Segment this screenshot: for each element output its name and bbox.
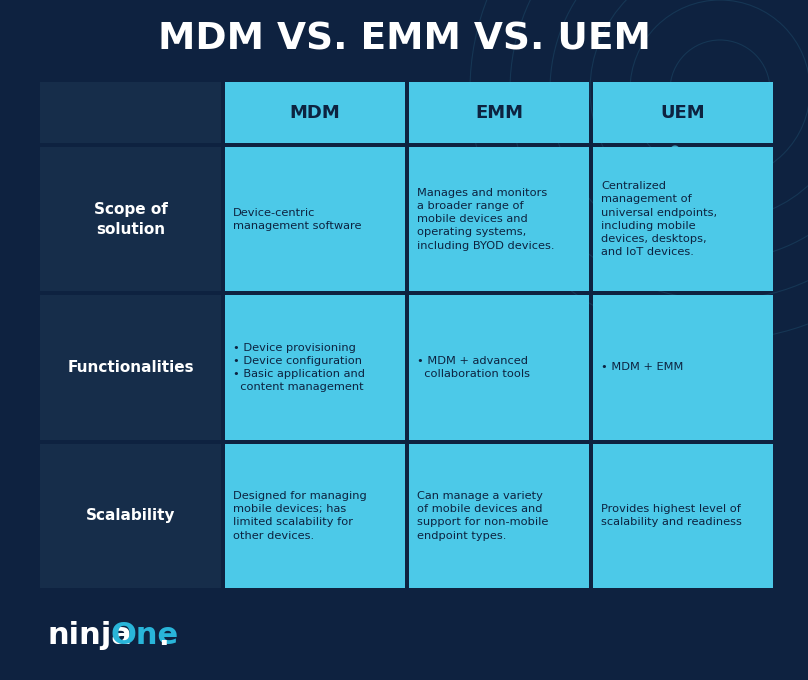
Bar (409, 82, 589, 143)
Bar (593, 147, 773, 291)
Bar (225, 443, 405, 588)
Text: Centralized
management of
universal endpoints,
including mobile
devices, desktop: Centralized management of universal endp… (601, 181, 718, 257)
Text: • MDM + advanced
  collaboration tools: • MDM + advanced collaboration tools (417, 356, 530, 379)
Bar (40, 295, 221, 440)
Text: Manages and monitors
a broader range of
mobile devices and
operating systems,
in: Manages and monitors a broader range of … (417, 188, 554, 250)
Text: Can manage a variety
of mobile devices and
support for non-mobile
endpoint types: Can manage a variety of mobile devices a… (417, 491, 549, 541)
Text: .: . (158, 623, 169, 651)
Text: Designed for managing
mobile devices; has
limited scalability for
other devices.: Designed for managing mobile devices; ha… (233, 491, 367, 541)
Bar (409, 147, 589, 291)
Text: Functionalities: Functionalities (67, 360, 194, 375)
Bar (225, 147, 405, 291)
Bar (409, 295, 589, 440)
Bar (593, 82, 773, 143)
Bar (40, 443, 221, 588)
Text: • MDM + EMM: • MDM + EMM (601, 362, 684, 373)
Bar (593, 295, 773, 440)
Bar (593, 443, 773, 588)
Bar (225, 295, 405, 440)
Bar (40, 82, 221, 143)
Text: MDM: MDM (289, 103, 340, 122)
Text: Scalability: Scalability (86, 509, 175, 524)
Circle shape (671, 146, 679, 154)
Text: EMM: EMM (475, 103, 523, 122)
Text: • Device provisioning
• Device configuration
• Basic application and
  content m: • Device provisioning • Device configura… (233, 343, 365, 392)
Text: UEM: UEM (661, 103, 705, 122)
Bar (225, 82, 405, 143)
Bar (40, 147, 221, 291)
Circle shape (716, 206, 724, 214)
Text: MDM VS. EMM VS. UEM: MDM VS. EMM VS. UEM (158, 22, 650, 58)
Text: Provides highest level of
scalability and readiness: Provides highest level of scalability an… (601, 505, 742, 528)
Bar (409, 443, 589, 588)
Text: ninja: ninja (48, 620, 133, 649)
Text: Scope of
solution: Scope of solution (94, 202, 167, 237)
Text: Device-centric
management software: Device-centric management software (233, 207, 361, 231)
Text: One: One (111, 620, 179, 649)
